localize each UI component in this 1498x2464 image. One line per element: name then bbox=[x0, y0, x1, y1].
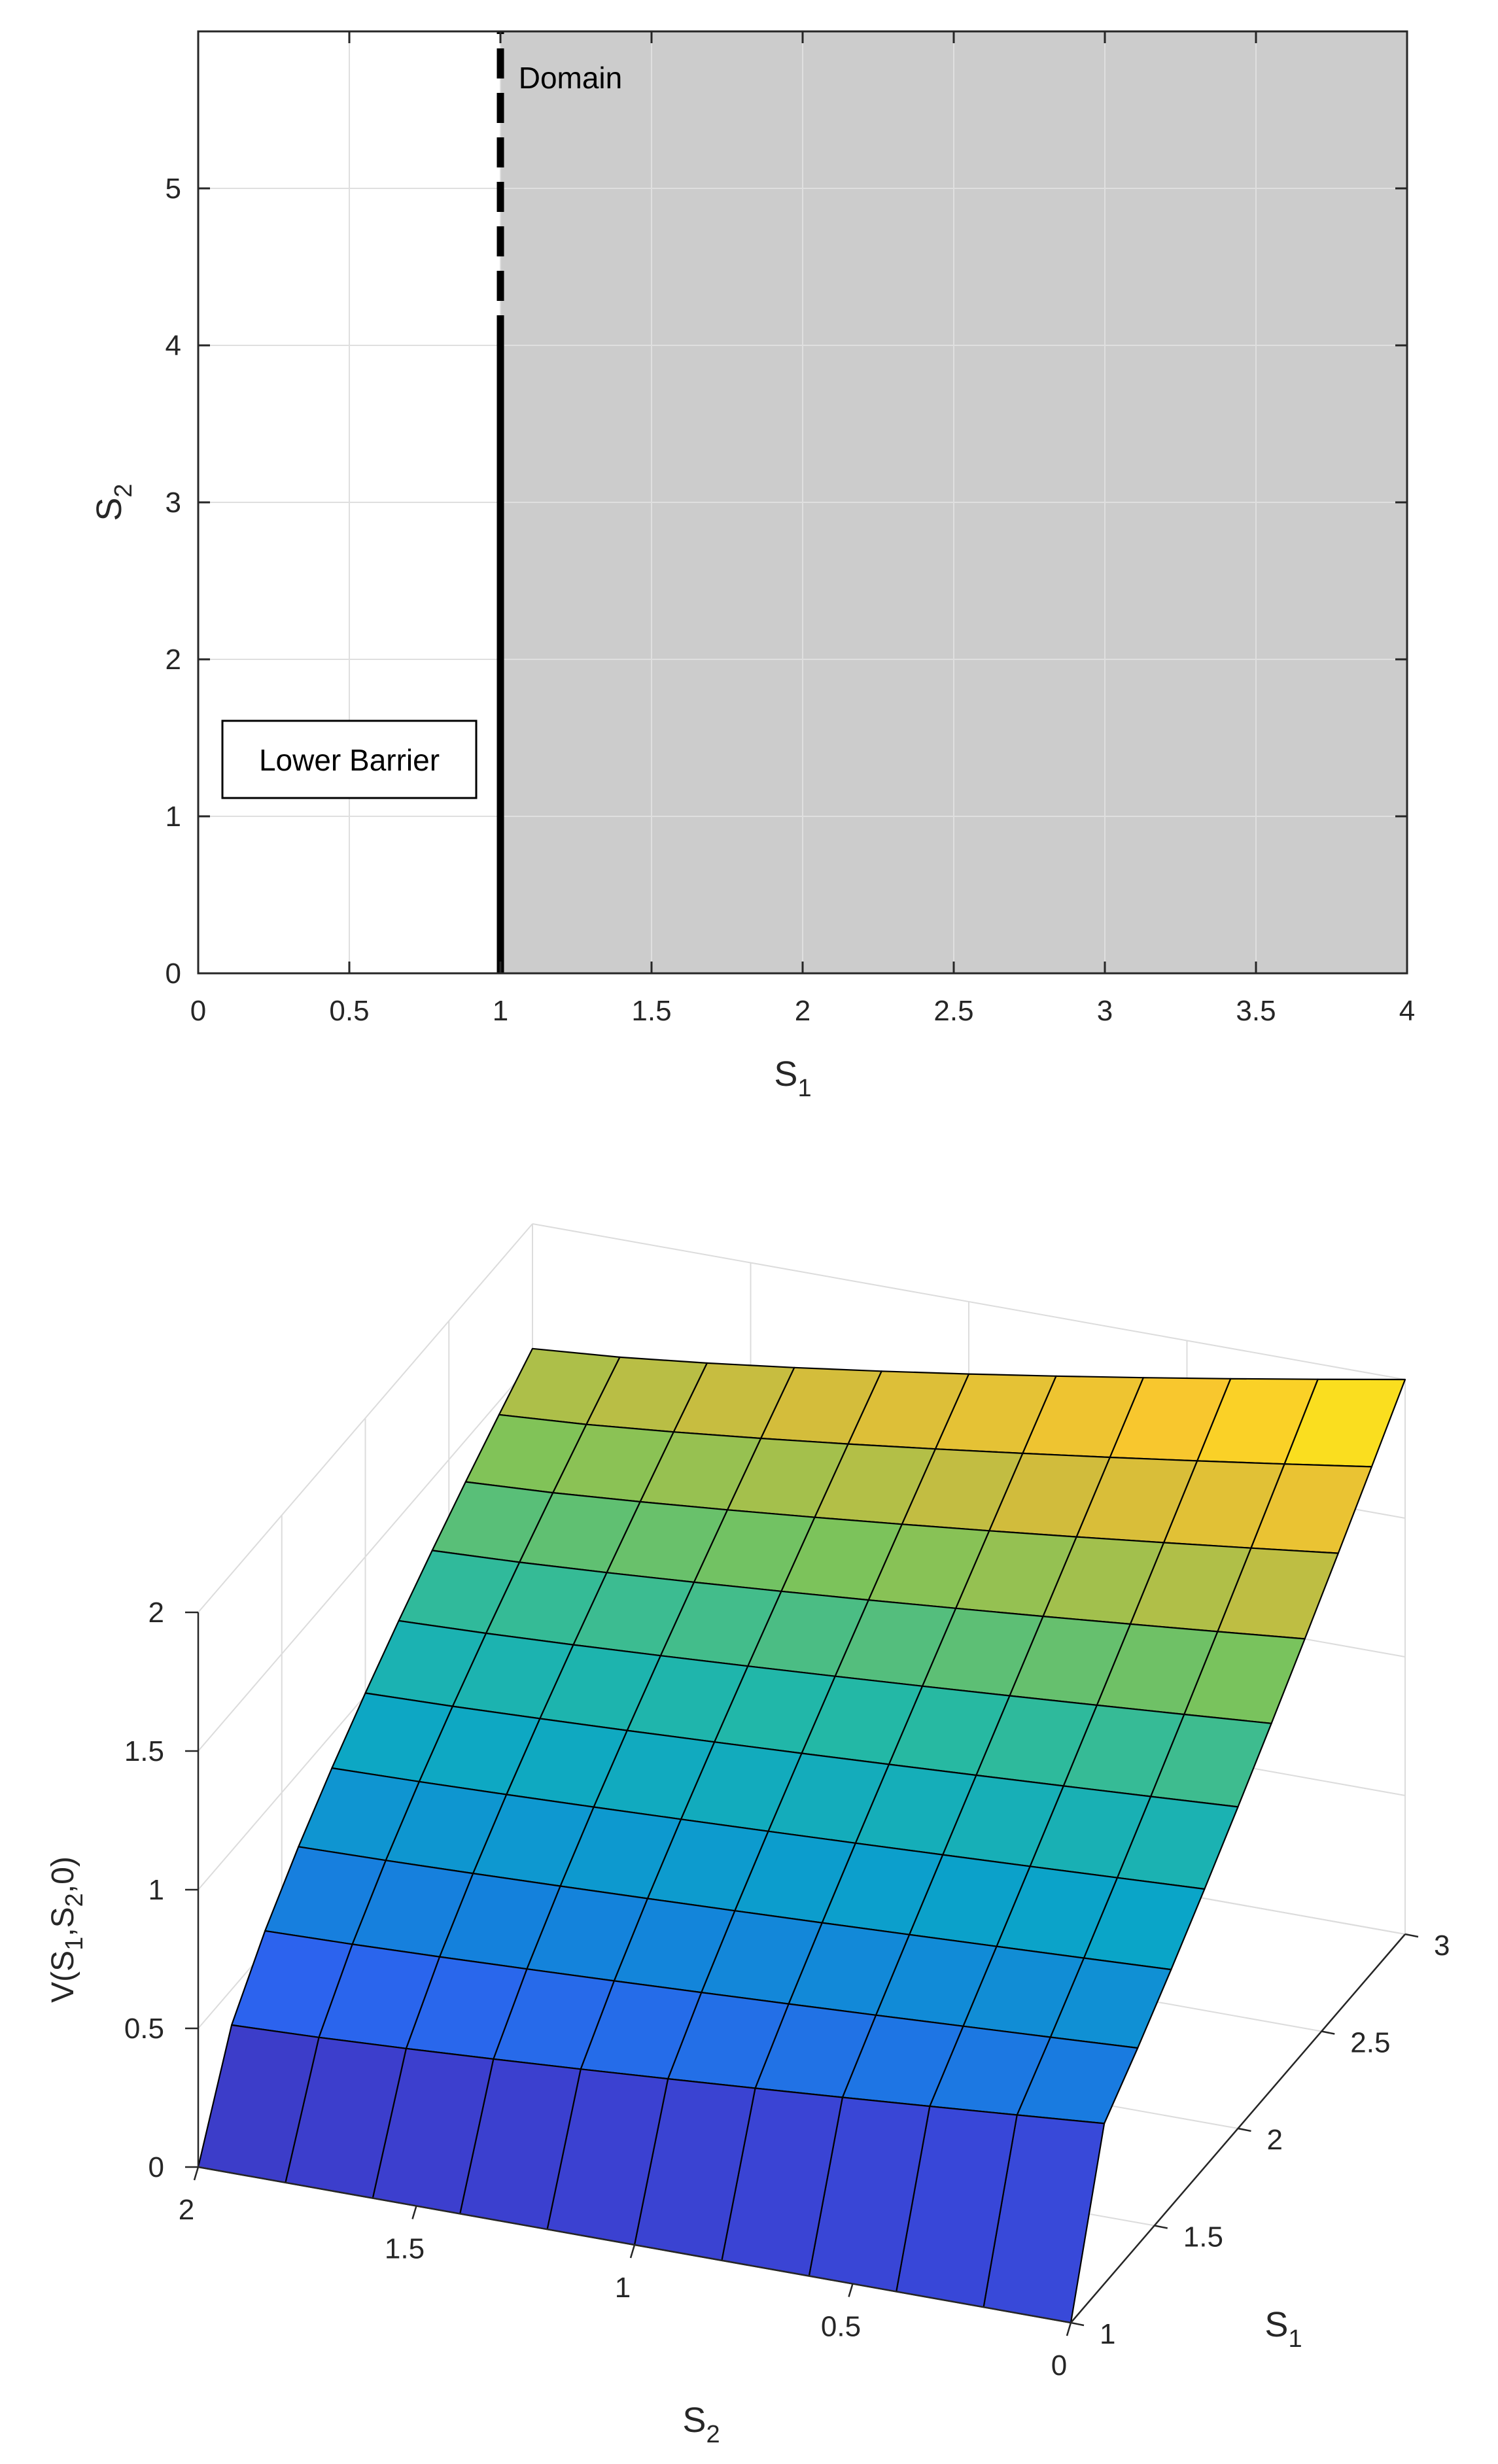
s2-label-sub: 2 bbox=[706, 2421, 720, 2448]
3d-grid-line bbox=[198, 1223, 533, 1613]
s1-label-sub: 1 bbox=[1288, 2325, 1302, 2353]
y-tick-labels: 0 1 2 3 4 5 bbox=[165, 173, 181, 990]
z-label-sub1: 1 bbox=[61, 1937, 88, 1951]
s2-tick bbox=[193, 2166, 200, 2181]
z-label-part: V(S bbox=[46, 1951, 80, 2003]
x-tick-label: 0 bbox=[190, 995, 206, 1027]
3d-axes bbox=[185, 1611, 1419, 2336]
z-tick-label: 0 bbox=[148, 2151, 164, 2183]
y-axis-label-main: S bbox=[90, 498, 129, 521]
x-tick-label: 4 bbox=[1399, 995, 1415, 1027]
y-tick-label: 4 bbox=[165, 330, 181, 362]
s2-tick-label: 0.5 bbox=[821, 2311, 861, 2343]
s1-label-main: S bbox=[1264, 2305, 1288, 2344]
s2-tick-label: 0 bbox=[1051, 2350, 1067, 2382]
s1-tick bbox=[1154, 2225, 1168, 2229]
s2-axis-label: S2 bbox=[682, 2401, 720, 2448]
y-tick-label: 1 bbox=[165, 801, 181, 833]
s1-tick bbox=[1321, 2030, 1335, 2035]
y-tick-label: 0 bbox=[165, 958, 181, 990]
x-tick-label: 3.5 bbox=[1236, 995, 1276, 1027]
s1-tick-label: 1 bbox=[1100, 2318, 1115, 2350]
x-tick-label: 0.5 bbox=[329, 995, 369, 1027]
x-tick-label: 2.5 bbox=[933, 995, 973, 1027]
z-tick-labels: 0 0.5 1 1.5 2 bbox=[124, 1597, 164, 2183]
s2-tick bbox=[411, 2206, 417, 2219]
tick-marks bbox=[197, 31, 1408, 975]
z-axis-label: V(S1,S2,0) bbox=[46, 1856, 88, 2003]
s2-tick bbox=[848, 2283, 854, 2297]
s1-tick-label: 2.5 bbox=[1350, 2027, 1390, 2059]
surface-plot: 00.511.52 00.511.52 11.522.53 V(S1,S2,0)… bbox=[46, 1223, 1450, 2448]
s1-tick bbox=[1404, 1933, 1419, 1938]
z-label-sub2: 2 bbox=[61, 1893, 88, 1907]
s1-tick-label: 3 bbox=[1434, 1930, 1450, 1962]
s2-tick bbox=[1066, 2322, 1072, 2336]
x-axis-label-sub: 1 bbox=[797, 1075, 811, 1102]
s2-tick-label: 2 bbox=[179, 2194, 194, 2226]
s1-tick bbox=[1070, 2321, 1085, 2327]
s2-tick-label: 1.5 bbox=[385, 2233, 425, 2265]
svg-text:S1: S1 bbox=[1264, 2305, 1302, 2353]
x-axis-label-main: S bbox=[774, 1054, 797, 1094]
s2-label-main: S bbox=[682, 2401, 706, 2440]
3d-grid-line bbox=[198, 1362, 533, 1752]
s1-tick-labels: 1 1.5 2 2.5 3 bbox=[1100, 1930, 1450, 2350]
x-tick-label: 3 bbox=[1097, 995, 1113, 1027]
s2-tick-labels: 0 0.5 1 1.5 2 bbox=[179, 2194, 1067, 2382]
y-tick-label: 2 bbox=[165, 644, 181, 676]
y-axis-label-sub: 2 bbox=[110, 483, 137, 497]
s1-tick-label: 2 bbox=[1267, 2124, 1283, 2156]
x-tick-label: 1 bbox=[493, 995, 508, 1027]
y-tick-label: 3 bbox=[165, 487, 181, 519]
lower-barrier-label: Lower Barrier bbox=[259, 743, 440, 777]
x-tick-label: 1.5 bbox=[631, 995, 671, 1027]
z-tick-label: 2 bbox=[148, 1597, 164, 1629]
z-tick-label: 1.5 bbox=[124, 1735, 164, 1767]
svg-text:S2: S2 bbox=[90, 483, 137, 521]
grid-lines bbox=[198, 31, 1408, 974]
domain-plot: 0 0.5 1 1.5 2 2.5 3 3.5 4 0 1 2 3 4 5 Domain Lower Ba… bbox=[90, 30, 1415, 1102]
z-tick-label: 0.5 bbox=[124, 2013, 164, 2045]
svg-text:S2: S2 bbox=[682, 2401, 720, 2448]
y-tick-label: 5 bbox=[165, 173, 181, 205]
z-label-part3: ,0) bbox=[46, 1856, 80, 1893]
3d-grid-line bbox=[532, 1223, 1406, 1380]
domain-annotation: Domain bbox=[519, 61, 623, 95]
x-tick-label: 2 bbox=[795, 995, 810, 1027]
s2-tick bbox=[629, 2244, 636, 2259]
s1-axis-label: S1 bbox=[1264, 2305, 1302, 2353]
svg-text:V(S1,S2,0): V(S1,S2,0) bbox=[46, 1856, 88, 2003]
z-tick-label: 1 bbox=[148, 1874, 164, 1906]
s2-tick-label: 1 bbox=[615, 2272, 631, 2304]
surface-patches bbox=[197, 1347, 1406, 2324]
s1-tick bbox=[1238, 2127, 1251, 2132]
s1-tick-label: 1.5 bbox=[1183, 2221, 1223, 2253]
z-label-part2: ,S bbox=[46, 1907, 80, 1936]
lower-barrier-annotation: Lower Barrier bbox=[221, 720, 478, 799]
x-tick-labels: 0 0.5 1 1.5 2 2.5 3 3.5 4 bbox=[190, 995, 1415, 1027]
y-axis-label: S2 bbox=[90, 483, 137, 521]
x-axis-label: S1 bbox=[774, 1054, 811, 1102]
lower-barrier-box bbox=[221, 720, 478, 799]
svg-text:S1: S1 bbox=[774, 1054, 811, 1102]
